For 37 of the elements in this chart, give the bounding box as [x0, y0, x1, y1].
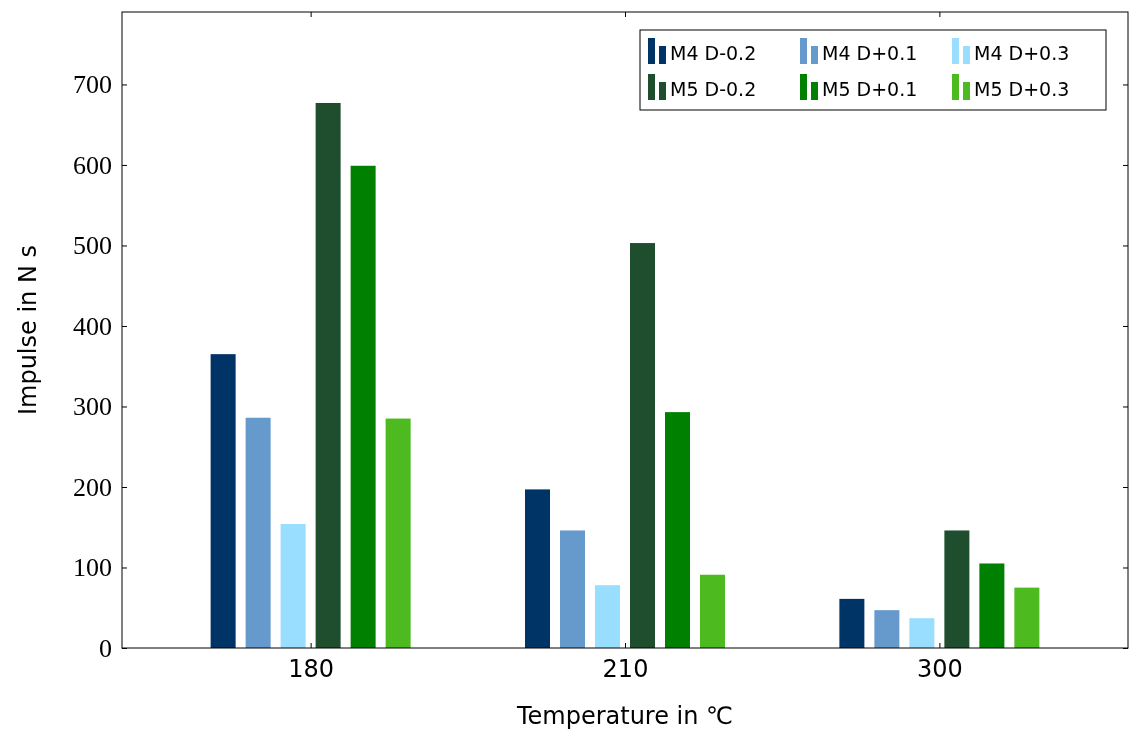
bar	[944, 530, 970, 648]
legend-label: M4 D-0.2	[670, 42, 757, 64]
bar	[979, 563, 1005, 648]
y-axis-title: Impulse in N s	[14, 244, 42, 416]
bar	[1014, 587, 1040, 648]
bar	[630, 243, 655, 648]
y-tick-label: 200	[73, 472, 112, 502]
x-tick-label: 300	[916, 655, 963, 684]
y-tick-label: 500	[73, 231, 112, 261]
legend-label: M5 D+0.3	[974, 78, 1070, 100]
bar	[210, 354, 236, 648]
bar	[525, 489, 550, 648]
legend-label: M5 D-0.2	[670, 78, 757, 100]
y-tick-label: 400	[73, 311, 112, 341]
x-tick-label: 210	[602, 655, 649, 684]
legend-label: M5 D+0.1	[822, 78, 918, 100]
legend-label: M4 D+0.1	[822, 42, 918, 64]
y-tick-label: 0	[99, 633, 112, 663]
legend-label: M4 D+0.3	[974, 42, 1070, 64]
bar	[839, 598, 865, 648]
bar	[595, 585, 620, 648]
bar	[385, 418, 411, 648]
bar	[315, 102, 341, 648]
x-axis-title: Temperature in ℃	[515, 702, 734, 730]
bar	[909, 618, 935, 648]
x-tick-label: 180	[288, 655, 335, 684]
y-tick-label: 700	[73, 70, 112, 100]
bar	[350, 165, 376, 648]
y-tick-label: 300	[73, 392, 112, 422]
bar	[665, 412, 690, 648]
bar	[280, 524, 306, 648]
y-tick-label: 600	[73, 150, 112, 180]
bar	[245, 417, 271, 648]
bar	[700, 574, 725, 648]
bar	[874, 610, 900, 648]
bar	[560, 530, 585, 648]
y-tick-label: 100	[73, 553, 112, 583]
